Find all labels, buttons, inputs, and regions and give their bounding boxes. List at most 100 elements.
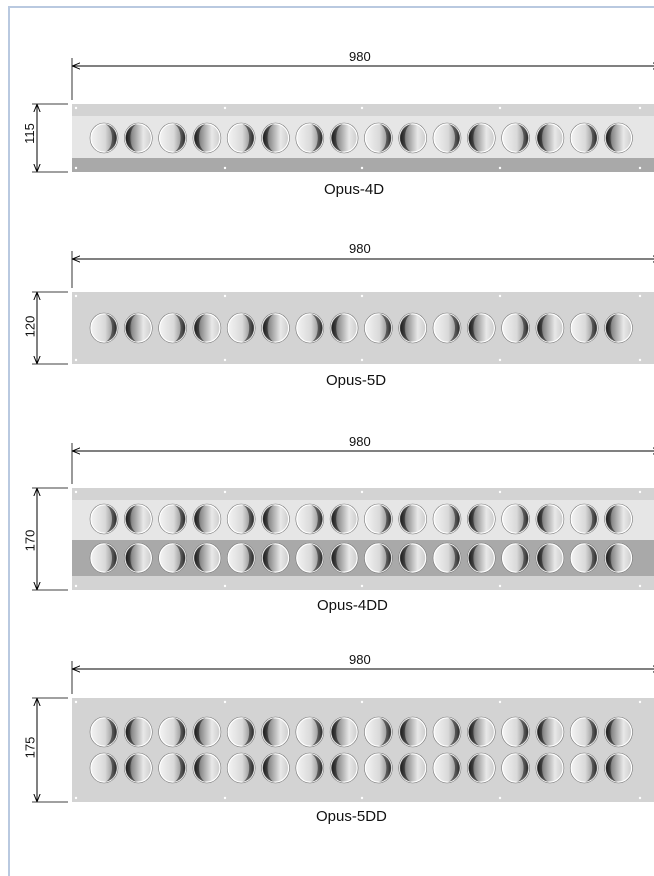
vent-louver [364,716,393,748]
vent-louver [432,122,462,154]
vent-louver [329,312,359,344]
height-dimension-label-2: 120 [22,315,38,338]
mounting-hole [223,700,227,704]
vent-louver [569,503,599,535]
vent-louver [329,122,359,154]
mounting-hole [498,358,502,362]
mounting-hole [498,294,502,298]
mounting-hole [223,796,227,800]
vent-louver [364,503,393,535]
vent-louver [569,542,599,574]
mounting-hole [638,796,642,800]
vent-louver [535,312,565,344]
vent-louver [535,122,565,154]
vent-louver [226,752,256,784]
vent-louver [226,122,256,154]
vent-louver [604,122,633,154]
vent-louver [398,312,428,344]
vent-louver [466,752,496,784]
vent-louver [158,716,187,748]
vent-louver [535,752,565,784]
vent-louver [261,716,290,748]
vent-louver [569,752,599,784]
mounting-hole [74,796,78,800]
mounting-hole [74,358,78,362]
panel-name-label-2: Opus-5D [326,372,387,389]
panel-2 [32,251,654,365]
width-dimension-label-3: 980 [349,434,371,449]
mounting-hole [223,490,227,494]
mounting-hole [74,490,78,494]
panel-body [72,698,654,802]
vent-louver [124,312,153,344]
vent-louver [329,542,359,574]
mounting-hole [498,166,502,170]
vent-louver [192,503,222,535]
vent-louver [124,122,153,154]
vent-louver [226,716,256,748]
mounting-hole [74,294,78,298]
vent-louver [604,716,633,748]
vent-louver [158,122,187,154]
vent-louver [364,312,393,344]
vent-louver [432,542,462,574]
vent-louver [501,122,530,154]
panel-name-label-1: Opus-4D [324,181,385,198]
mounting-hole [498,106,502,110]
vent-louver [466,716,496,748]
mounting-hole [74,584,78,588]
mounting-hole [638,490,642,494]
vent-louver [261,503,290,535]
vent-louver [89,716,119,748]
mounting-hole [638,584,642,588]
vent-louver [604,503,633,535]
mounting-hole [498,490,502,494]
vent-louver [124,716,153,748]
vent-louver [364,752,393,784]
vent-louver [466,503,496,535]
vent-louver [124,503,153,535]
vent-louver [89,542,119,574]
mounting-hole [498,584,502,588]
vent-louver [226,312,256,344]
mounting-hole [638,700,642,704]
vent-louver [432,503,462,535]
height-dimension-label-3: 170 [22,529,38,552]
mounting-hole [360,490,364,494]
width-dimension-label-1: 980 [349,49,371,64]
vent-louver [295,716,325,748]
vent-louver [261,752,290,784]
vent-louver [192,122,222,154]
vent-louver [89,312,119,344]
vent-louver [158,503,187,535]
vent-louver [329,503,359,535]
vent-louver [158,542,187,574]
vent-louver [432,312,462,344]
mounting-hole [223,584,227,588]
panel-bottom-band [72,576,654,590]
vent-louver [261,542,290,574]
vent-louver [569,716,599,748]
vent-louver [295,503,325,535]
mounting-hole [360,700,364,704]
vent-louver [89,503,119,535]
vent-louver [604,542,633,574]
vent-louver [192,542,222,574]
vent-louver [501,542,530,574]
vent-louver [535,542,565,574]
panel-name-label-4: Opus-5DD [316,808,387,825]
vent-louver [569,312,599,344]
mounting-hole [638,166,642,170]
vent-louver [398,503,428,535]
vent-louver [226,503,256,535]
vent-louver [261,122,290,154]
vent-louver [604,752,633,784]
panel-bottom-band [72,158,654,172]
mounting-hole [223,106,227,110]
width-dimension-label-2: 980 [349,241,371,256]
vent-louver [295,122,325,154]
vent-louver [466,122,496,154]
mounting-hole [360,358,364,362]
vent-louver [569,122,599,154]
panel-1 [32,58,654,173]
